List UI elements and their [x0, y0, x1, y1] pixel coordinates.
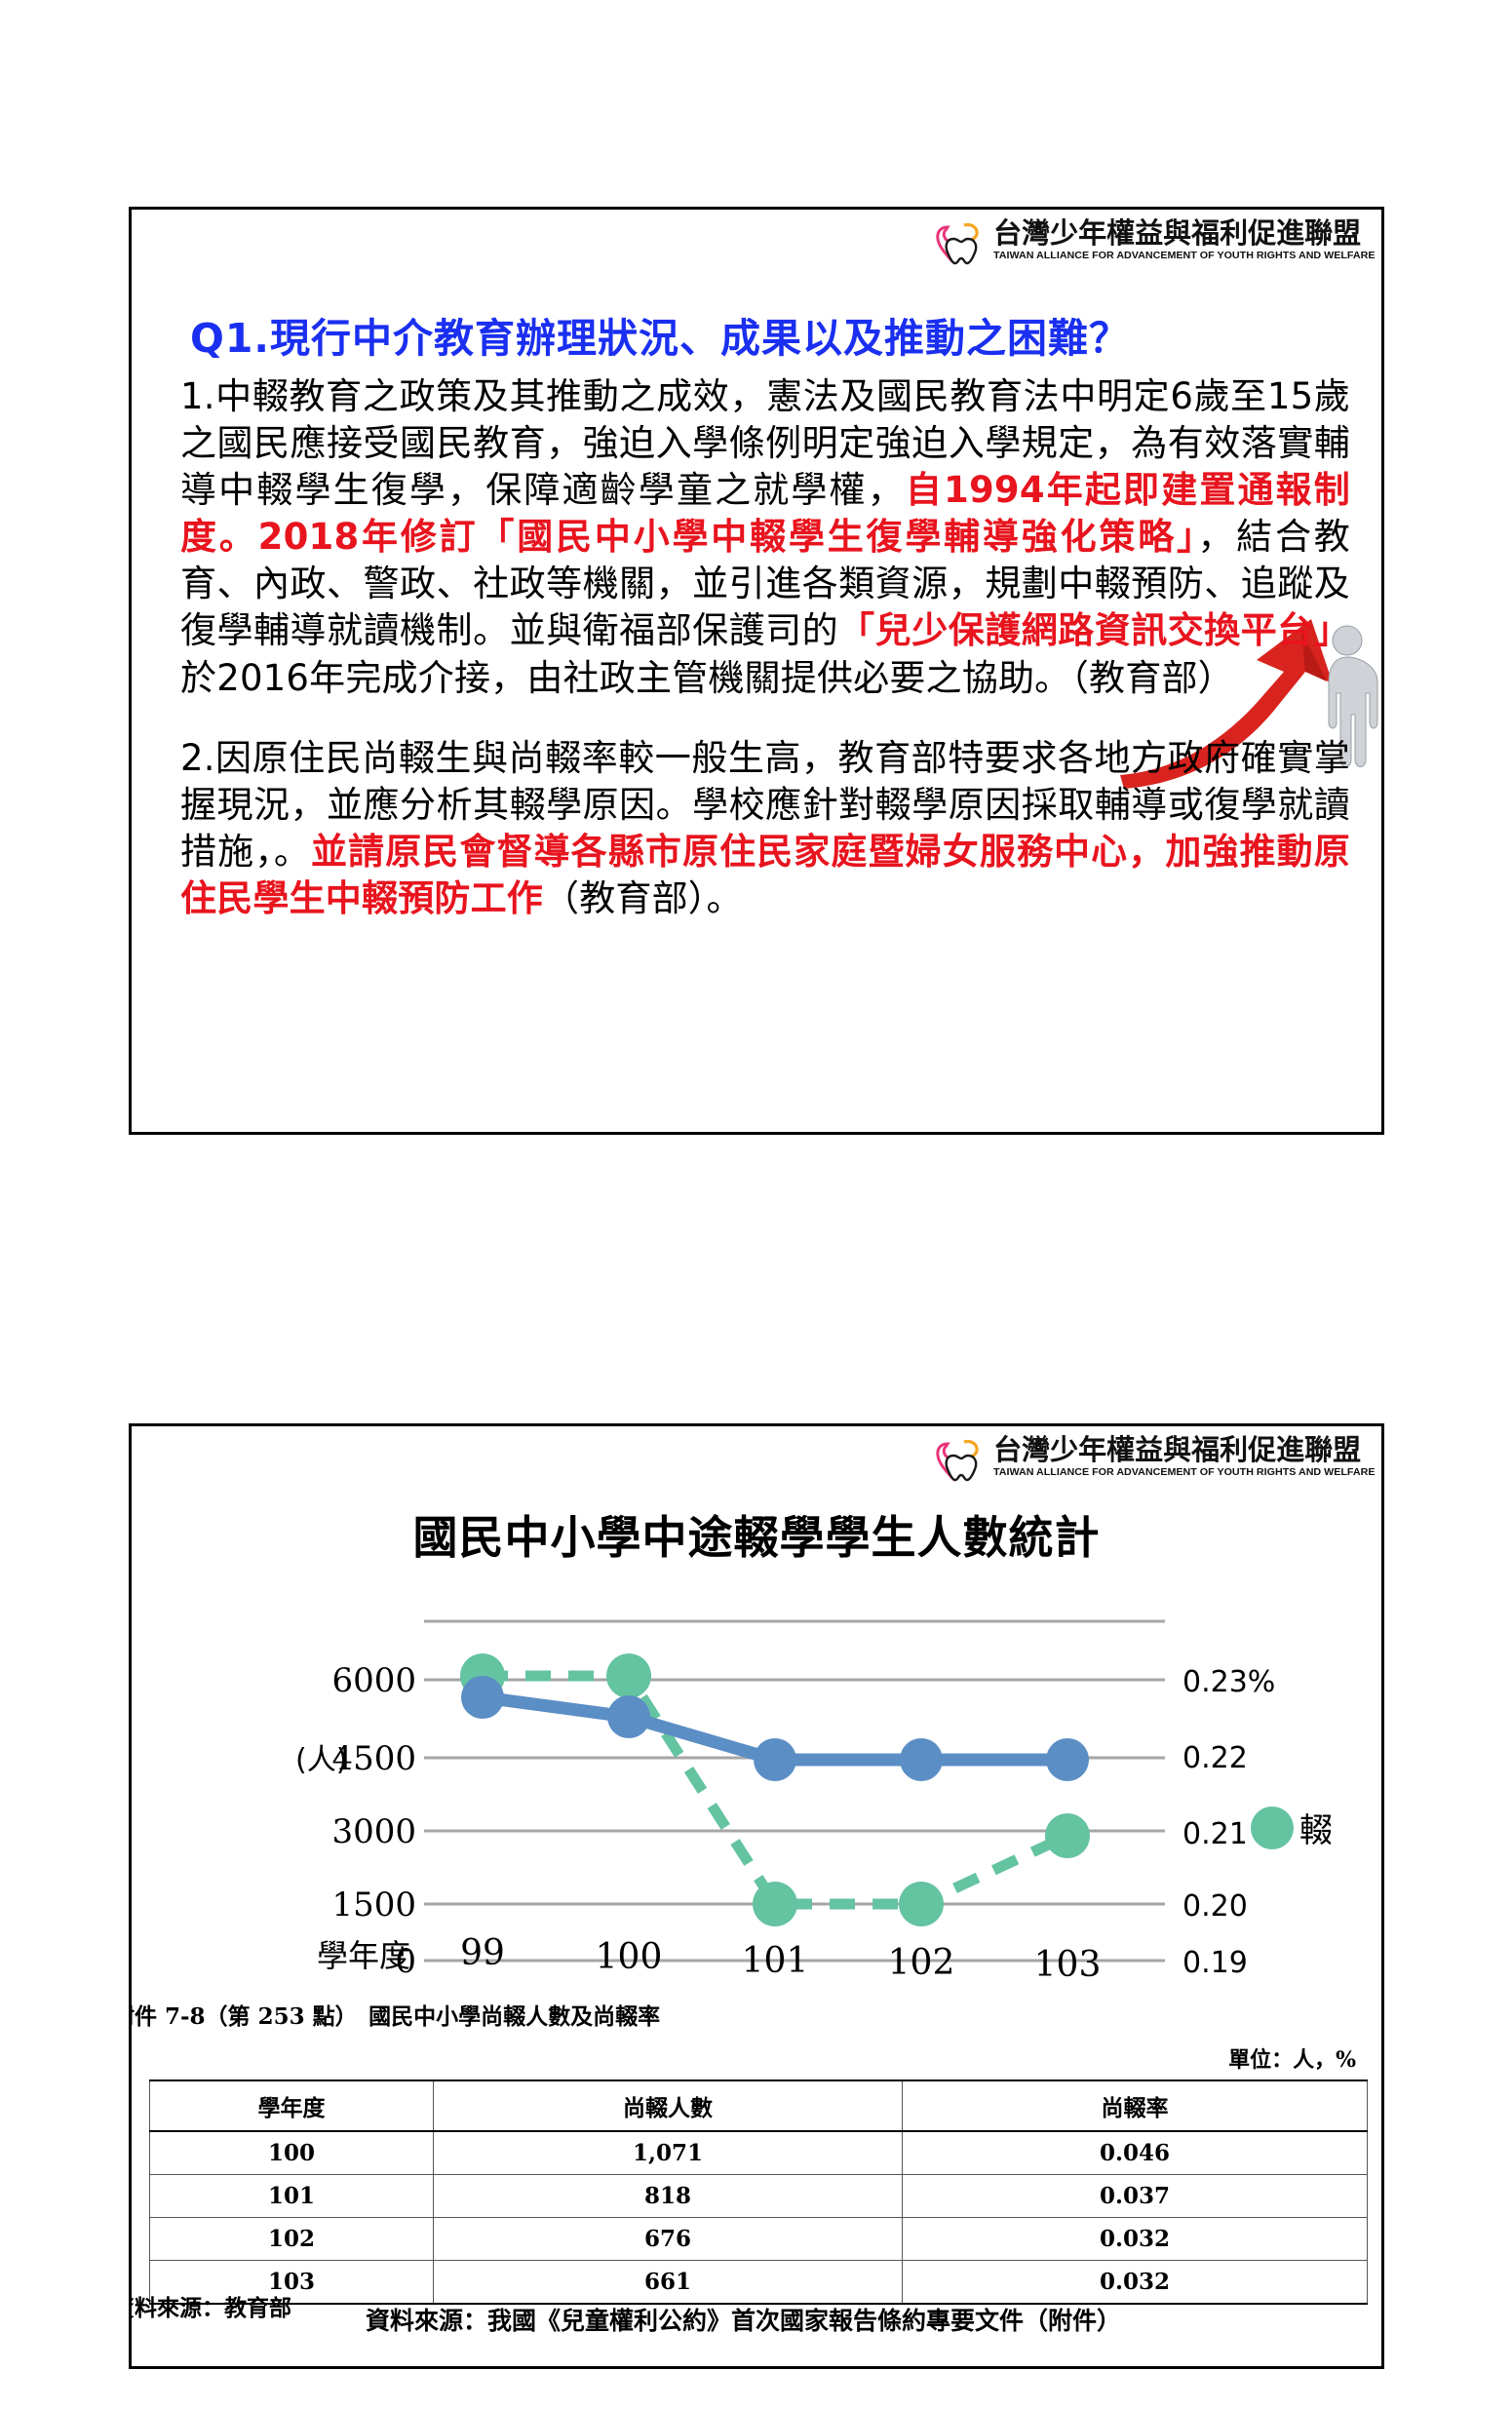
legend-label-dropout-rate: 輟學率 — [1299, 1811, 1331, 1850]
cell-year: 103 — [149, 2260, 434, 2305]
figure-caption: 附件 7-8（第 253 點） 國民中小學尚輟人數及尚輟率 — [129, 2003, 661, 2030]
left-tick-1500: 1500 — [331, 1885, 416, 1924]
logo-english-name: TAIWAN ALLIANCE FOR ADVANCEMENT OF YOUTH… — [993, 250, 1376, 261]
organization-logo: 台灣少年權益與福利促進聯盟 TAIWAN ALLIANCE FOR ADVANC… — [935, 216, 1376, 266]
left-tick-4500: 4500 — [331, 1739, 416, 1778]
organization-logo: 台灣少年權益與福利促進聯盟 TAIWAN ALLIANCE FOR ADVANC… — [935, 1433, 1376, 1483]
heart-tooth-icon — [935, 1438, 988, 1483]
cell-year: 102 — [149, 2217, 434, 2261]
logo-english-name: TAIWAN ALLIANCE FOR ADVANCEMENT OF YOUTH… — [993, 1466, 1376, 1478]
right-tick-021: 0.21 — [1182, 1817, 1248, 1851]
right-tick-023: 0.23% — [1182, 1665, 1275, 1699]
table-row: 103 661 0.032 — [149, 2260, 1368, 2305]
dropout-rate-markers — [460, 1653, 1090, 1926]
p1-seg-1-highlight: 自1994年起即建置通報制度。2018年修訂「國民中小學中輟學生復學輔導強化策略… — [180, 469, 1350, 559]
left-tick-6000: 6000 — [331, 1661, 416, 1700]
dropout-count-markers — [461, 1676, 1089, 1781]
dropout-line-chart: 6000 4500 3000 1500 0 (人) 0.23% 0.22 0.2… — [190, 1573, 1331, 1982]
x-tick-101: 101 — [742, 1941, 809, 1981]
cell-rate: 0.032 — [902, 2217, 1368, 2261]
table-header-row: 學年度 尚輟人數 尚輟率 — [149, 2080, 1368, 2132]
x-tick-99: 99 — [460, 1933, 505, 1973]
p1-seg-0: 1.中輟教育之政策及其推動之成效，憲法及國民教育法中明定6歲至15歲之國民應接受… — [180, 375, 1350, 512]
cell-count: 661 — [433, 2260, 903, 2305]
source-note-left: 資料來源：教育部 — [129, 2295, 291, 2321]
paragraph-2: 2.因原住民尚輟生與尚輟率較一般生高，教育部特要求各地方政府確實掌握現況，並應分… — [180, 735, 1350, 922]
logo-chinese-name: 台灣少年權益與福利促進聯盟 — [993, 216, 1362, 250]
dropout-rate-line — [483, 1670, 1070, 1910]
x-axis-label: 學年度 — [317, 1937, 410, 1974]
left-axis-label: (人) — [295, 1743, 347, 1777]
cell-year: 100 — [149, 2130, 434, 2175]
x-tick-102: 102 — [888, 1943, 955, 1982]
p1-seg-3-highlight: 「兒少保護網路資訊交換平台」 — [838, 609, 1350, 652]
cell-year: 101 — [149, 2174, 434, 2218]
cell-count: 1,071 — [433, 2130, 903, 2175]
chart-legend: 輟學率 — [1251, 1807, 1331, 1850]
x-tick-100: 100 — [596, 1937, 663, 1977]
p2-seg-1-highlight: 並請原民會督導各縣市原住民家庭暨婦女服務中心，加強推動原住民學生中輟預防工作 — [180, 830, 1350, 919]
chart-title: 國民中小學中途輟學學生人數統計 — [412, 1511, 1101, 1564]
right-tick-020: 0.20 — [1182, 1889, 1248, 1924]
th-school-year: 學年度 — [149, 2080, 434, 2132]
legend-marker-dropout-rate — [1251, 1807, 1294, 1849]
slide-policy-answer: 台灣少年權益與福利促進聯盟 TAIWAN ALLIANCE FOR ADVANC… — [129, 207, 1384, 1135]
x-tick-103: 103 — [1034, 1945, 1102, 1982]
heart-tooth-icon — [935, 221, 988, 266]
cell-count: 676 — [433, 2217, 903, 2261]
cell-count: 818 — [433, 2174, 903, 2218]
cell-rate: 0.032 — [902, 2260, 1368, 2305]
th-dropout-rate: 尚輟率 — [902, 2080, 1368, 2132]
table-row: 102 676 0.032 — [149, 2217, 1368, 2261]
p1-seg-2: ，結合教育、內政、警政、社政等機關，並引進各類資源，規劃中輟預防、追蹤及復學輔導… — [180, 516, 1350, 652]
answer-body: 1.中輟教育之政策及其推動之成效，憲法及國民教育法中明定6歲至15歲之國民應接受… — [180, 373, 1350, 955]
paragraph-1: 1.中輟教育之政策及其推動之成效，憲法及國民教育法中明定6歲至15歲之國民應接受… — [180, 373, 1350, 702]
p1-seg-4: 於2016年完成介接，由社政主管機關提供必要之協助。（教育部） — [180, 656, 1234, 699]
left-tick-0: 0 — [395, 1942, 416, 1981]
cell-rate: 0.046 — [902, 2130, 1368, 2175]
question-title: Q1.現行中介教育辦理狀況、成果以及推動之困難？ — [190, 315, 1130, 362]
dropout-data-table: 學年度 尚輟人數 尚輟率 100 1,071 0.046 101 818 0.0… — [149, 2080, 1368, 2305]
logo-chinese-name: 台灣少年權益與福利促進聯盟 — [993, 1433, 1362, 1466]
cell-rate: 0.037 — [902, 2174, 1368, 2218]
unit-note: 單位：人，% — [1228, 2047, 1356, 2073]
slide-dropout-statistics: 台灣少年權益與福利促進聯盟 TAIWAN ALLIANCE FOR ADVANC… — [129, 1423, 1384, 2369]
table-row: 100 1,071 0.046 — [149, 2130, 1368, 2175]
th-dropout-count: 尚輟人數 — [433, 2080, 903, 2132]
table-row: 101 818 0.037 — [149, 2174, 1368, 2218]
right-tick-022: 0.22 — [1182, 1741, 1248, 1775]
right-tick-019: 0.19 — [1182, 1946, 1248, 1980]
source-note-bottom: 資料來源：我國《兒童權利公約》首次國家報告條約專要文件（附件） — [366, 2307, 1122, 2335]
left-tick-3000: 3000 — [331, 1812, 416, 1851]
p2-seg-2: （教育部）。 — [543, 876, 743, 919]
